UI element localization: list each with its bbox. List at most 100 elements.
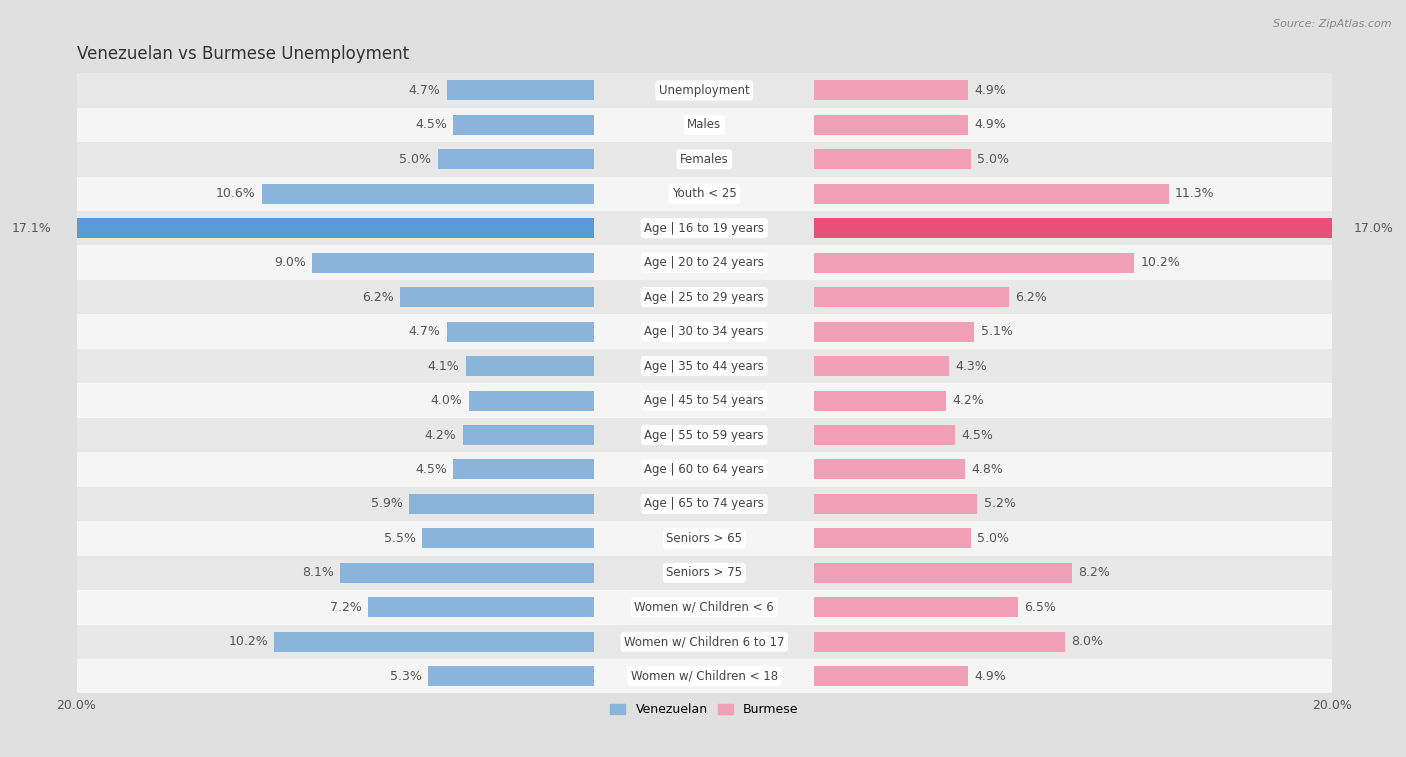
Bar	[814, 425, 956, 445]
Bar	[262, 184, 595, 204]
Bar	[76, 659, 1331, 693]
Bar	[814, 115, 967, 135]
Bar	[814, 597, 1018, 617]
Text: 11.3%: 11.3%	[1175, 187, 1215, 201]
Bar	[76, 280, 1331, 314]
Text: 4.3%: 4.3%	[956, 360, 987, 372]
Bar	[422, 528, 595, 548]
Bar	[814, 666, 967, 687]
Text: Females: Females	[681, 153, 728, 166]
Text: Age | 20 to 24 years: Age | 20 to 24 years	[644, 256, 765, 269]
Bar	[453, 115, 595, 135]
Bar	[368, 597, 595, 617]
Text: 10.2%: 10.2%	[1140, 256, 1181, 269]
Bar	[814, 632, 1066, 652]
Text: Seniors > 75: Seniors > 75	[666, 566, 742, 579]
Text: 10.6%: 10.6%	[215, 187, 256, 201]
Bar	[76, 625, 1331, 659]
Text: 5.9%: 5.9%	[371, 497, 404, 510]
Text: Women w/ Children < 6: Women w/ Children < 6	[634, 601, 775, 614]
Text: Age | 55 to 59 years: Age | 55 to 59 years	[644, 428, 763, 441]
Text: 4.5%: 4.5%	[415, 118, 447, 132]
Text: 5.3%: 5.3%	[389, 670, 422, 683]
Bar	[463, 425, 595, 445]
Bar	[76, 73, 1331, 107]
Text: 8.2%: 8.2%	[1078, 566, 1109, 579]
Text: Unemployment: Unemployment	[659, 84, 749, 97]
Bar	[76, 590, 1331, 625]
Bar	[409, 494, 595, 514]
Text: 17.0%: 17.0%	[1354, 222, 1393, 235]
Legend: Venezuelan, Burmese: Venezuelan, Burmese	[606, 699, 803, 721]
Bar	[814, 80, 967, 101]
Bar	[814, 494, 977, 514]
Text: 4.2%: 4.2%	[425, 428, 457, 441]
Text: 4.7%: 4.7%	[409, 326, 440, 338]
Text: Age | 25 to 29 years: Age | 25 to 29 years	[644, 291, 765, 304]
Text: Age | 35 to 44 years: Age | 35 to 44 years	[644, 360, 765, 372]
Text: 5.0%: 5.0%	[399, 153, 432, 166]
Text: 10.2%: 10.2%	[228, 635, 269, 648]
Bar	[814, 184, 1168, 204]
Bar	[76, 245, 1331, 280]
Text: 6.2%: 6.2%	[1015, 291, 1047, 304]
Text: 8.1%: 8.1%	[302, 566, 333, 579]
Bar	[76, 521, 1331, 556]
Text: 7.2%: 7.2%	[330, 601, 363, 614]
Text: Age | 60 to 64 years: Age | 60 to 64 years	[644, 463, 765, 476]
Text: Males: Males	[688, 118, 721, 132]
Text: 4.1%: 4.1%	[427, 360, 460, 372]
Bar	[76, 452, 1331, 487]
Bar	[814, 253, 1135, 273]
Bar	[814, 459, 965, 479]
Text: 4.9%: 4.9%	[974, 118, 1005, 132]
Text: 9.0%: 9.0%	[274, 256, 305, 269]
Text: Age | 65 to 74 years: Age | 65 to 74 years	[644, 497, 765, 510]
Bar	[814, 356, 949, 376]
Text: 4.2%: 4.2%	[952, 394, 984, 407]
Bar	[453, 459, 595, 479]
Bar	[465, 356, 595, 376]
Bar	[76, 176, 1331, 211]
Bar	[437, 149, 595, 170]
Text: 5.5%: 5.5%	[384, 532, 416, 545]
Bar	[76, 314, 1331, 349]
Bar	[76, 211, 1331, 245]
Bar	[814, 391, 946, 410]
Text: Venezuelan vs Burmese Unemployment: Venezuelan vs Burmese Unemployment	[76, 45, 409, 64]
Text: Age | 30 to 34 years: Age | 30 to 34 years	[644, 326, 763, 338]
Bar	[814, 322, 974, 341]
Text: 8.0%: 8.0%	[1071, 635, 1104, 648]
Text: 5.0%: 5.0%	[977, 532, 1010, 545]
Bar	[468, 391, 595, 410]
Text: 4.8%: 4.8%	[972, 463, 1002, 476]
Bar	[427, 666, 595, 687]
Bar	[76, 142, 1331, 176]
Text: 6.2%: 6.2%	[361, 291, 394, 304]
Text: Women w/ Children 6 to 17: Women w/ Children 6 to 17	[624, 635, 785, 648]
Bar	[814, 528, 972, 548]
Bar	[76, 383, 1331, 418]
Bar	[814, 218, 1348, 238]
Bar	[340, 563, 595, 583]
Text: 5.2%: 5.2%	[984, 497, 1015, 510]
Text: 17.1%: 17.1%	[11, 222, 52, 235]
Text: 4.5%: 4.5%	[415, 463, 447, 476]
Bar	[814, 287, 1008, 307]
Text: 4.7%: 4.7%	[409, 84, 440, 97]
Bar	[76, 107, 1331, 142]
Bar	[274, 632, 595, 652]
Text: 6.5%: 6.5%	[1025, 601, 1056, 614]
Text: 5.1%: 5.1%	[980, 326, 1012, 338]
Bar	[399, 287, 595, 307]
Bar	[447, 322, 595, 341]
Bar	[76, 556, 1331, 590]
Bar	[814, 563, 1071, 583]
Text: Source: ZipAtlas.com: Source: ZipAtlas.com	[1274, 19, 1392, 29]
Bar	[76, 418, 1331, 452]
Text: Youth < 25: Youth < 25	[672, 187, 737, 201]
Bar	[76, 349, 1331, 383]
Bar	[814, 149, 972, 170]
Text: 4.9%: 4.9%	[974, 84, 1005, 97]
Text: Seniors > 65: Seniors > 65	[666, 532, 742, 545]
